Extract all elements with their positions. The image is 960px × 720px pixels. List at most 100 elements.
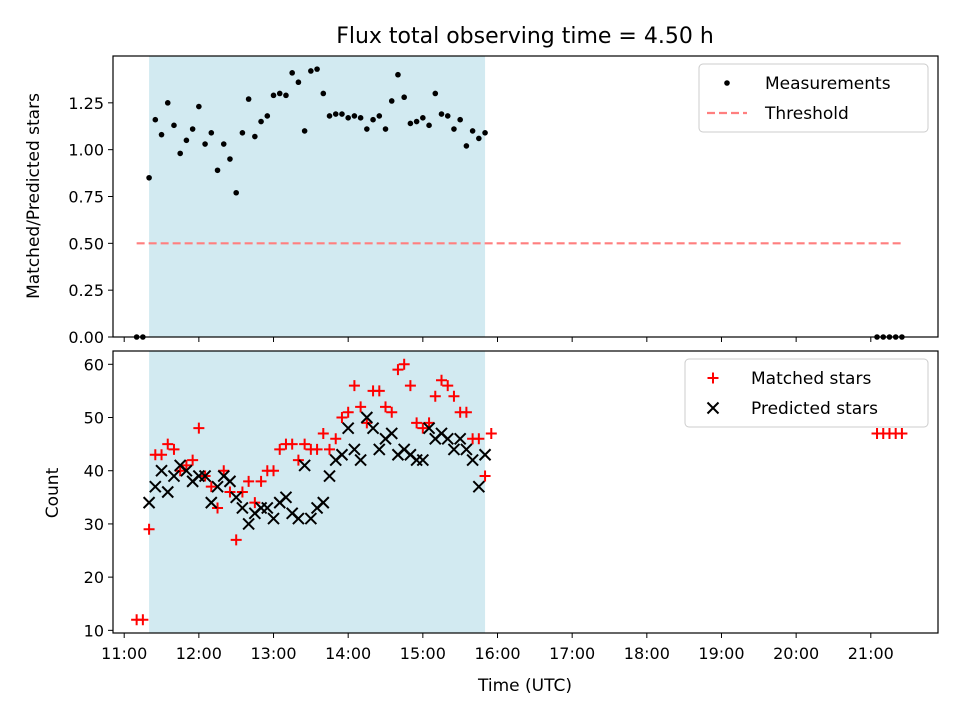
data-point [245,96,252,102]
x-tick-label: 21:00 [848,644,894,663]
data-point [320,90,327,97]
data-point [345,115,351,121]
data-point [341,421,355,435]
data-point [242,517,255,531]
data-point [152,116,159,123]
data-point [177,150,183,157]
x-tick-label: 16:00 [474,644,520,663]
data-point [896,427,908,439]
data-point [164,100,171,106]
data-point [308,68,314,74]
data-point [301,128,308,134]
data-point [441,432,454,445]
x-tick-label: 18:00 [624,644,670,663]
data-point [289,70,295,76]
data-point [373,385,385,397]
data-point [227,156,233,162]
data-point [472,480,486,493]
top-y-axis-label: Matched/Predicted stars [24,93,44,299]
data-point [236,486,248,498]
x-tick-label: 12:00 [176,644,222,663]
series-matched-stars [131,358,908,626]
data-point [348,443,361,456]
data-point [361,417,373,429]
data-point [311,443,323,455]
data-point [354,453,367,467]
data-point [355,401,367,413]
data-point [223,475,237,488]
data-point [299,438,311,450]
data-point [279,491,293,504]
legend: Matched stars Predicted stars [684,358,929,428]
data-point [189,126,196,132]
data-point [339,111,345,117]
x-tick-label: 19:00 [698,644,744,663]
data-point [463,143,470,149]
data-point [373,443,386,456]
data-point [233,189,239,196]
data-point [476,135,482,142]
data-point [229,491,243,504]
y-tick-label: 0.75 [68,188,104,207]
x-tick-label: 14:00 [325,644,371,663]
data-point [243,475,255,487]
data-point [198,469,212,483]
data-point [168,443,180,455]
legend: Measurements Threshold [698,63,929,133]
data-point [267,512,280,525]
data-point [395,71,401,78]
data-point [348,380,360,392]
y-tick-label: 0.25 [68,281,104,300]
data-point [264,113,271,119]
data-point [473,433,485,445]
data-point [380,401,392,413]
data-point [158,131,165,138]
data-point [220,141,227,147]
y-tick-label: 1.25 [68,94,104,113]
data-point [407,120,414,127]
data-point [295,79,302,86]
y-tick-label: 50 [84,409,104,428]
x-tick-label: 17:00 [549,644,595,663]
data-point [214,167,221,174]
data-point [436,374,448,386]
legend-marker [706,401,720,415]
data-point [211,480,224,493]
data-point [398,358,410,370]
data-point [276,90,283,97]
series-measurements [133,66,905,340]
legend-marker [707,372,719,384]
data-point [469,128,476,134]
data-point [366,421,380,435]
data-point [479,470,491,482]
data-point [239,130,246,136]
data-point [351,113,358,119]
data-point [335,448,349,461]
bottom-y-axis-label: Count [43,467,63,518]
data-point [401,94,407,101]
legend-label: Matched stars [751,369,871,389]
data-point [187,454,199,466]
data-point [236,501,249,515]
data-point [286,438,298,450]
data-point [218,465,230,477]
plot-frame [112,350,939,634]
data-point [370,116,376,123]
y-tick-label: 10 [84,621,104,640]
data-point [416,453,430,467]
top-panel: 0.00 0.25 0.50 0.75 1.00 1.25 Measurements Thre… [68,55,939,347]
data-point [478,448,492,461]
legend-label: Measurements [765,74,891,94]
data-point [438,111,445,117]
y-tick-label: 0.00 [68,328,104,347]
data-point [332,111,339,117]
data-point [432,90,439,97]
data-point [261,501,274,515]
observing-span [149,56,486,337]
x-tick-label: 15:00 [400,644,446,663]
data-point [336,412,348,424]
x-tick-label: 13:00 [250,644,296,663]
legend-marker [724,80,730,86]
observing-span [149,351,486,633]
data-point [161,485,174,499]
